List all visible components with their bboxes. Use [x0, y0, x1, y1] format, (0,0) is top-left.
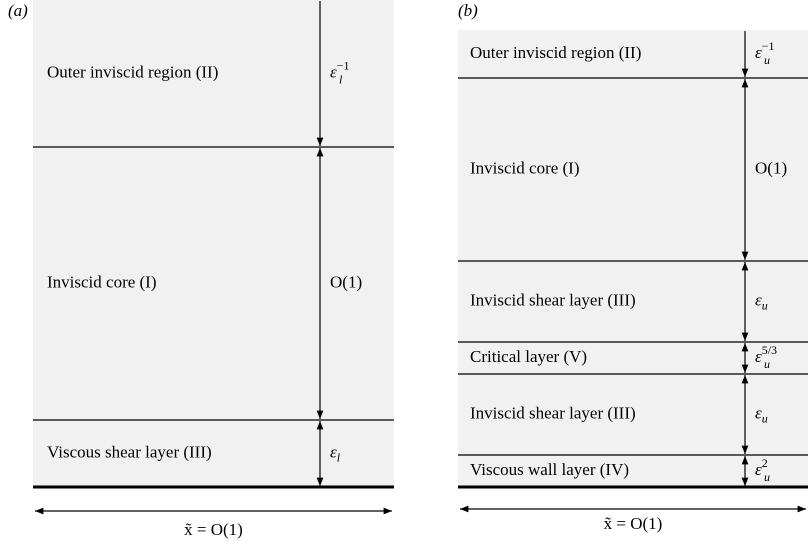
region-label: Inviscid shear layer (III): [470, 403, 636, 422]
region-scale: ε5/3 u: [755, 343, 777, 371]
scale-sup: −1: [762, 39, 775, 53]
region-label: Critical layer (V): [470, 347, 587, 366]
scale-sub: u: [764, 470, 770, 484]
region-label: Inviscid shear layer (III): [470, 290, 636, 309]
region-scale: εl: [330, 442, 341, 464]
scale-base: O(1): [330, 272, 362, 291]
region-scale: ε2 u: [755, 456, 770, 484]
scale-base: ε: [755, 403, 762, 422]
panel-label: (b): [458, 1, 478, 20]
scale-base: ε: [755, 347, 762, 366]
scale-sub: u: [764, 53, 770, 67]
region-scale: εu: [755, 403, 768, 425]
scale-sub: l: [339, 72, 343, 86]
scale-base: ε: [330, 62, 337, 81]
panel-background: [458, 30, 808, 487]
region-label: Outer inviscid region (II): [470, 43, 641, 62]
scale-sub: l: [337, 450, 341, 464]
region-scale: O(1): [755, 158, 787, 177]
region-label: Viscous shear layer (III): [47, 442, 212, 461]
scale-sup: 2: [762, 456, 768, 470]
region-scale: εu: [755, 290, 768, 312]
region-label: Viscous wall layer (IV): [470, 460, 629, 479]
region-scale: ε−1 l: [330, 58, 349, 86]
scale-sup: 5/3: [762, 343, 777, 357]
region-label: Inviscid core (I): [470, 158, 580, 177]
scale-sub: u: [762, 298, 768, 312]
scale-base: ε: [755, 460, 762, 479]
scale-base: ε: [755, 290, 762, 309]
panel-label: (a): [8, 1, 28, 20]
scale-sub: u: [764, 357, 770, 371]
scale-base: ε: [330, 442, 337, 461]
region-scale: O(1): [330, 272, 362, 291]
width-label: x̃ = O(1): [604, 514, 663, 533]
width-label: x̃ = O(1): [184, 520, 243, 539]
panel-background: [33, 0, 394, 487]
scale-base: O(1): [755, 158, 787, 177]
region-label: Outer inviscid region (II): [47, 62, 218, 81]
region-label: Inviscid core (I): [47, 272, 157, 291]
scale-sub: u: [762, 411, 768, 425]
region-scale: ε−1 u: [755, 39, 774, 67]
scale-base: ε: [755, 43, 762, 62]
scale-sup: −1: [337, 58, 350, 72]
